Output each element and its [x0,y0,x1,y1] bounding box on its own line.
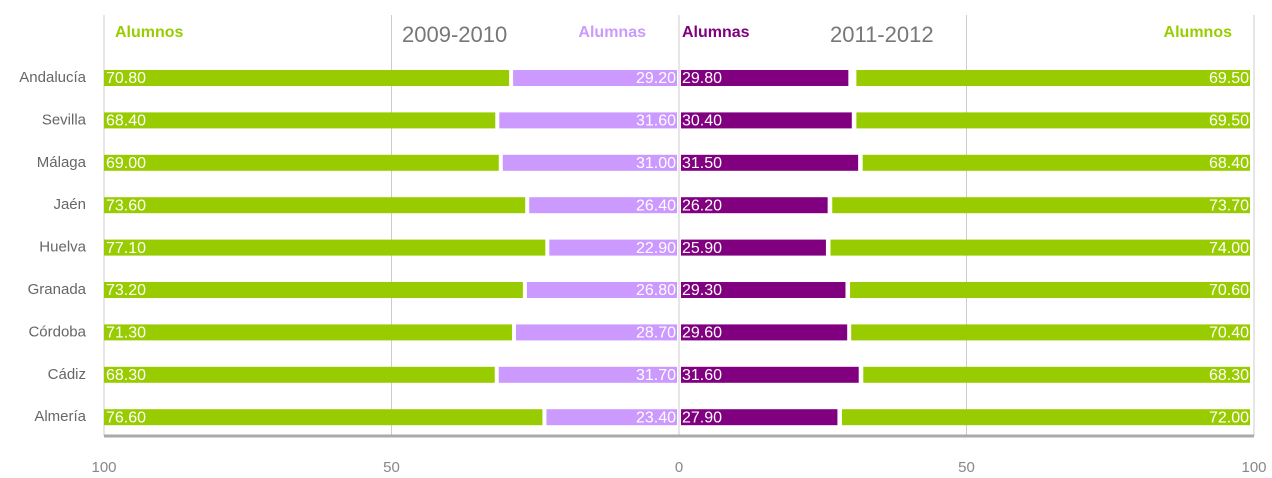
value-label: 73.20 [106,282,146,299]
value-label: 29.80 [682,70,722,87]
bar [549,239,677,256]
legend-entry: Alumnos [1164,24,1233,41]
value-label: 31.60 [682,367,722,384]
category-label: Jaén [53,196,86,213]
bar [546,409,677,426]
bar [681,154,859,171]
bar [681,239,826,256]
value-label: 23.40 [636,409,676,426]
bar [104,409,543,426]
x-tick-label: 0 [675,459,683,476]
value-label: 25.90 [682,240,722,257]
bar [681,409,838,426]
category-label: Córdoba [28,323,86,340]
value-label: 26.20 [682,197,722,214]
value-label: 26.40 [636,197,676,214]
bar [681,282,846,298]
value-label: 68.40 [1209,155,1249,172]
value-label: 69.00 [106,155,146,172]
bar [104,324,512,341]
bar [104,239,546,256]
legend-entry: Alumnas [682,24,750,41]
legend-entry: Alumnos [115,24,184,41]
bar [851,324,1250,341]
x-tick-label: 50 [383,459,400,476]
group-title: 2011-2012 [830,22,934,47]
bar [856,70,1250,86]
category-label: Cádiz [48,366,86,383]
category-label: Huelva [39,239,86,256]
value-label: 68.30 [106,367,146,384]
value-label: 77.10 [106,240,146,257]
value-label: 29.30 [682,282,722,299]
legend-entry: Alumnas [578,24,646,41]
value-label: 74.00 [1209,240,1249,257]
bar [104,154,499,171]
value-label: 68.30 [1209,367,1249,384]
bar [863,366,1250,383]
bar [104,282,523,298]
bar [681,112,852,129]
bar [850,282,1250,298]
bar [104,197,526,214]
value-label: 26.80 [636,282,676,299]
bar [842,409,1250,426]
value-label: 31.50 [682,155,722,172]
value-label: 70.40 [1209,325,1249,342]
x-tick-label: 100 [91,459,116,476]
bar [104,70,510,86]
value-label: 73.60 [106,197,146,214]
value-label: 68.40 [106,113,146,130]
value-label: 69.50 [1209,70,1249,87]
bar [862,154,1250,171]
category-label: Sevilla [42,111,87,128]
value-label: 70.60 [1209,282,1249,299]
bar [830,239,1250,256]
value-label: 29.60 [682,325,722,342]
value-label: 31.70 [636,367,676,384]
bar [104,112,496,129]
bar [681,324,848,341]
value-label: 27.90 [682,409,722,426]
value-label: 22.90 [636,240,676,257]
value-label: 70.80 [106,70,146,87]
bar [515,324,677,341]
bar [681,197,828,214]
bar [499,112,677,129]
value-label: 29.20 [636,70,676,87]
value-label: 76.60 [106,409,146,426]
category-label: Granada [28,281,87,298]
group-title: 2009-2010 [402,22,507,47]
value-label: 69.50 [1209,113,1249,130]
value-label: 31.60 [636,113,676,130]
bar [856,112,1250,129]
bar [498,366,677,383]
bar [529,197,677,214]
category-label: Andalucía [19,69,86,86]
category-label: Almería [34,408,86,425]
value-label: 28.70 [636,325,676,342]
x-tick-label: 50 [958,459,975,476]
category-label: Málaga [37,154,87,171]
value-label: 72.00 [1209,409,1249,426]
bar [681,366,859,383]
bar [832,197,1250,214]
bar [502,154,677,171]
value-label: 30.40 [682,113,722,130]
x-tick-label: 100 [1241,459,1266,476]
bar [526,282,677,298]
bar [104,366,495,383]
bar [513,70,677,86]
bar [681,70,849,86]
value-label: 73.70 [1209,197,1249,214]
value-label: 71.30 [106,325,146,342]
value-label: 31.00 [636,155,676,172]
